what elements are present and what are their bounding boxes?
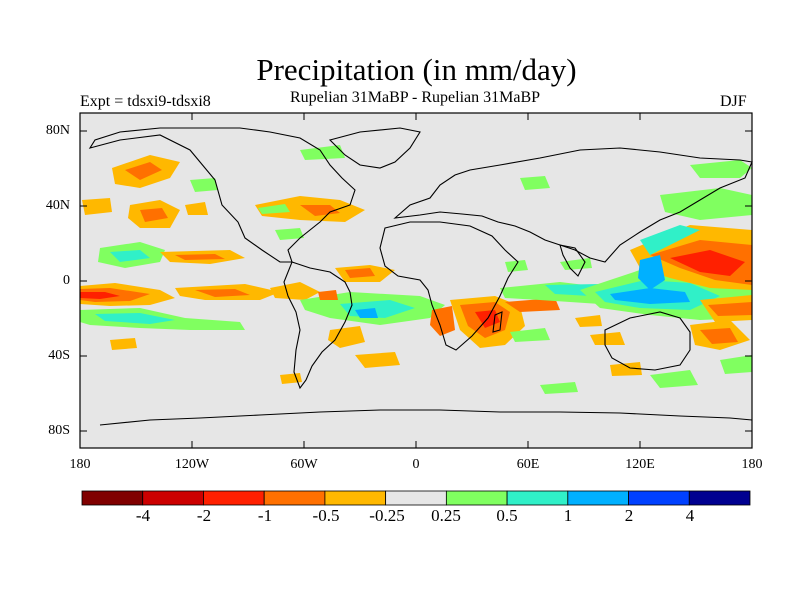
coastline-eurasia — [393, 147, 753, 263]
anomaly-region — [520, 176, 550, 190]
colorbar-label: 0.5 — [496, 506, 518, 525]
anomaly-region — [280, 373, 302, 384]
colorbar-label: -0.25 — [369, 506, 405, 525]
anomaly-region — [190, 178, 218, 192]
anomaly-region — [300, 145, 345, 160]
x-tick-label: 120W — [174, 457, 210, 472]
colorbar-label: 1 — [563, 506, 573, 525]
coastline-africa — [379, 221, 519, 351]
y-tick-label: 80N — [45, 123, 70, 138]
anomaly-region — [640, 225, 700, 255]
colorbar-box — [81, 490, 144, 506]
y-tick-label: 40S — [48, 348, 70, 363]
anomaly-region — [510, 328, 550, 342]
x-tick-label: 60W — [290, 457, 318, 472]
coastlines — [88, 127, 753, 426]
coastline-north-america — [88, 127, 356, 263]
map-subtitle: Rupelian 31MaBP - Rupelian 31MaBP — [289, 89, 541, 106]
anomaly-region — [540, 382, 578, 394]
anomaly-region — [328, 326, 365, 348]
coastline-madagascar — [492, 311, 503, 333]
y-axis-ticks — [80, 130, 752, 432]
colorbar-label: 0.25 — [431, 506, 461, 525]
anomaly-region — [650, 370, 698, 388]
anomaly-region — [708, 302, 752, 316]
colorbar-label: 4 — [685, 506, 695, 525]
anomaly-region — [505, 298, 560, 312]
anomaly-region — [575, 315, 602, 327]
anomaly-region — [270, 282, 320, 300]
anomaly-region — [110, 250, 150, 262]
anomaly-region — [638, 255, 665, 290]
x-tick-label: 0 — [412, 457, 420, 472]
anomaly-region — [610, 362, 642, 376]
x-tick-label: 120E — [625, 457, 655, 472]
coastline-australia — [604, 311, 691, 371]
x-tick-label: 180 — [741, 457, 763, 472]
anomaly-region — [690, 160, 752, 178]
season-label: DJF — [720, 93, 747, 110]
colorbar-label: -2 — [196, 506, 212, 525]
y-tick-label: 80S — [48, 423, 70, 438]
colorbar-label: -4 — [135, 506, 151, 525]
map-title: Precipitation (in mm/day) — [256, 52, 577, 87]
coastline-antarctica — [99, 409, 753, 426]
colorbar-box — [203, 490, 265, 506]
anomaly-region — [318, 290, 338, 300]
anomaly-region — [275, 228, 304, 240]
anomaly-region — [95, 313, 175, 324]
colorbar-box — [324, 490, 387, 506]
x-tick-label: 180 — [69, 457, 91, 472]
anomaly-region — [590, 332, 625, 345]
colorbar-label: -0.5 — [312, 506, 340, 525]
anomaly-region — [110, 338, 137, 350]
y-tick-label: 40N — [45, 198, 70, 213]
colorbar-box — [445, 490, 508, 506]
coastline-india — [559, 244, 586, 277]
colorbar-label: -1 — [257, 506, 273, 525]
coastline-greenland — [328, 127, 421, 169]
x-tick-label: 60E — [516, 457, 540, 472]
anomaly-region — [80, 292, 120, 299]
y-tick-label: 0 — [63, 273, 70, 288]
anomaly-region — [82, 198, 112, 215]
anomaly-region — [505, 260, 528, 272]
colorbar-box — [567, 490, 629, 506]
anomaly-region — [345, 268, 375, 278]
anomaly-region — [720, 355, 752, 374]
anomaly-region — [300, 205, 340, 216]
anomaly-region — [700, 328, 738, 344]
colorbar-box — [688, 490, 751, 506]
anomaly-region — [355, 308, 378, 318]
anomaly-region — [355, 352, 400, 368]
anomaly-region — [670, 250, 745, 276]
colorbar-box — [506, 490, 569, 506]
colorbar — [81, 490, 751, 506]
anomaly-region — [660, 188, 752, 220]
colorbar-box — [142, 490, 204, 506]
anomaly-region — [195, 289, 250, 297]
anomaly-region — [258, 204, 290, 214]
anomaly-region — [125, 162, 162, 180]
colorbar-label: 2 — [624, 506, 634, 525]
experiment-label: Expt = tdsxi9-tdsxi8 — [80, 93, 211, 110]
anomaly-region — [430, 306, 455, 336]
anomaly-region — [185, 202, 208, 215]
colorbar-box — [628, 490, 690, 506]
anomaly-region — [175, 254, 225, 260]
colorbar-box — [385, 490, 447, 506]
anomaly-region — [140, 208, 168, 222]
anomaly-region — [610, 288, 690, 304]
coastline-south-america — [283, 261, 353, 390]
precip-anomaly-field — [80, 145, 752, 394]
colorbar-box — [263, 490, 326, 506]
x-axis-ticks — [79, 113, 753, 448]
